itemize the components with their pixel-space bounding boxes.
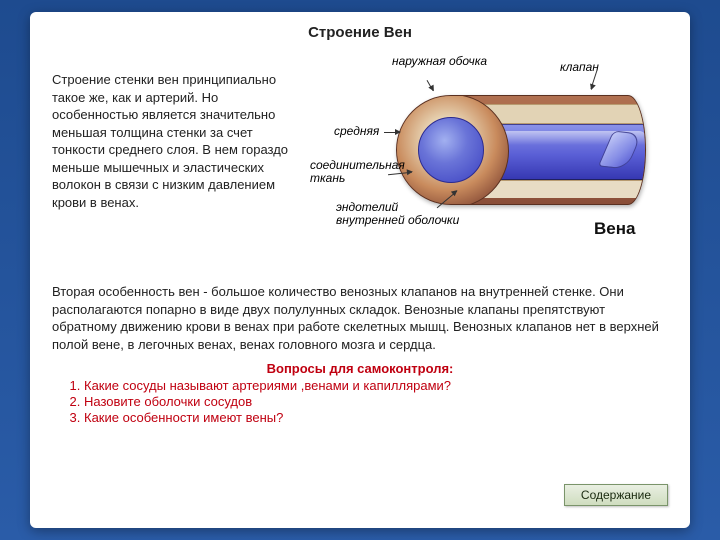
question-item: Какие сосуды называют артериями ,венами … (84, 378, 668, 393)
lumen-circle (418, 117, 484, 183)
question-item: Какие особенности имеют вены? (84, 410, 668, 425)
slide-card: Строение Вен Строение стенки вен принцип… (30, 12, 690, 528)
label-endothelium: эндотелий внутренней оболочки (336, 201, 466, 227)
arrow-middle (384, 132, 400, 133)
paragraph-1: Строение стенки вен принципиально такое … (52, 55, 292, 211)
label-connective: соединительная ткань (310, 159, 410, 185)
page-title: Строение Вен (52, 24, 668, 41)
questions-list: Какие сосуды называют артериями ,венами … (52, 378, 668, 425)
questions-title: Вопросы для самоконтроля: (52, 361, 668, 376)
arrow-outer-shell (427, 80, 434, 91)
label-outer-shell: наружная обочка (392, 55, 487, 68)
vein-diagram: наружная обочка клапан средняя соедините… (306, 55, 668, 265)
label-middle: средняя (334, 125, 379, 138)
diagram-caption: Вена (594, 219, 635, 239)
label-valve: клапан (560, 61, 599, 74)
contents-button[interactable]: Содержание (564, 484, 668, 506)
row-intro: Строение стенки вен принципиально такое … (52, 55, 668, 265)
paragraph-2: Вторая особенность вен - большое количес… (52, 283, 668, 353)
question-item: Назовите оболочки сосудов (84, 394, 668, 409)
vein-body (396, 95, 646, 205)
